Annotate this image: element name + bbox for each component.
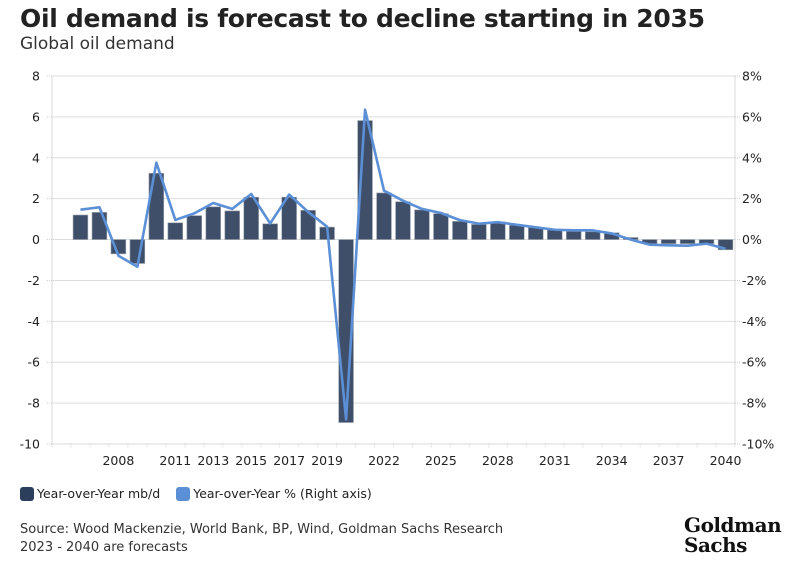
- bar-2024: [414, 209, 430, 240]
- x-tick-label: 2037: [653, 453, 685, 468]
- chart-title: Oil demand is forecast to decline starti…: [20, 4, 705, 33]
- bar-2030: [528, 227, 544, 240]
- bar-2033: [585, 231, 601, 240]
- source-note: Source: Wood Mackenzie, World Bank, BP, …: [20, 521, 503, 557]
- y-tick-label: -4: [28, 314, 41, 329]
- y-tick-label: -10: [20, 437, 40, 452]
- y-tick-label: 2: [32, 191, 40, 206]
- legend: Year-over-Year mb/d Year-over-Year % (Ri…: [20, 486, 388, 501]
- source-text: Source: Wood Mackenzie, World Bank, BP, …: [20, 522, 504, 537]
- y-tick-label: 0: [32, 232, 40, 247]
- bar-2011: [167, 222, 184, 240]
- bar-2028: [490, 221, 506, 240]
- line-series: [80, 108, 726, 421]
- x-tick-label: 2017: [273, 453, 305, 468]
- bar-2029: [509, 224, 525, 240]
- x-tick-label: 2019: [311, 453, 343, 468]
- bar-2016: [262, 223, 278, 240]
- goldman-sachs-logo: Goldman Sachs: [684, 513, 782, 557]
- legend-item-pct[interactable]: Year-over-Year % (Right axis): [176, 486, 372, 501]
- bar-2006: [72, 214, 89, 240]
- y2-tick-label: -2%: [742, 273, 766, 288]
- bar-2027: [471, 224, 487, 240]
- y2-tick-label: -6%: [742, 355, 766, 370]
- bar-2017: [281, 196, 297, 240]
- logo-line-1: Goldman: [684, 513, 782, 537]
- x-tick-label: 2031: [539, 453, 571, 468]
- logo-line-2: Sachs: [684, 533, 747, 557]
- y-tick-label: -6: [28, 355, 41, 370]
- chart-canvas: 8 6 4 2 0 -2 -4 -6 -8 -10 8% 6% 4% 2% 0% -2% -4% -6% -8% -…: [20, 69, 775, 469]
- y2-tick-label: 8%: [742, 69, 762, 84]
- y-tick-label: -8: [28, 396, 41, 411]
- chart-subtitle: Global oil demand: [20, 34, 175, 54]
- y-tick-label: -2: [28, 273, 40, 288]
- y2-tick-label: -10%: [742, 437, 774, 452]
- bar-2013: [205, 206, 221, 240]
- y2-tick-label: 0%: [742, 232, 762, 247]
- bar-2038: [679, 239, 696, 244]
- bar-2022: [376, 192, 392, 240]
- x-tick-label: 2034: [596, 453, 628, 468]
- bar-2015: [243, 196, 259, 240]
- bar-2010: [148, 173, 165, 240]
- forecast-note: 2023 - 2040 are forecasts: [20, 540, 188, 555]
- left-axis-ticks: 8 6 4 2 0 -2 -4 -6 -8 -10: [20, 69, 40, 452]
- y2-tick-label: 6%: [742, 109, 762, 124]
- x-tick-label: 2025: [425, 453, 457, 468]
- bar-2014: [224, 210, 240, 240]
- bar-2023: [395, 201, 411, 240]
- y2-tick-label: 4%: [742, 150, 762, 165]
- bar-series: [72, 120, 734, 423]
- bar-2032: [566, 231, 582, 240]
- bar-2040: [717, 239, 734, 251]
- gridlines: [47, 75, 740, 445]
- bar-2026: [452, 221, 468, 240]
- legend-label: Year-over-Year mb/d: [37, 486, 161, 501]
- x-tick-label: 2022: [368, 453, 400, 468]
- y-tick-label: 8: [32, 69, 40, 84]
- x-tick-label: 2028: [482, 453, 514, 468]
- x-tick-label: 2011: [159, 453, 191, 468]
- x-tick-label: 2008: [102, 453, 134, 468]
- bar-2025: [433, 213, 449, 240]
- y2-tick-label: -4%: [742, 314, 766, 329]
- y2-tick-label: 2%: [742, 191, 762, 206]
- yoy-pct-line: [80, 108, 726, 421]
- bar-2031: [547, 229, 563, 240]
- x-tick-label: 2015: [235, 453, 267, 468]
- y2-tick-label: -8%: [742, 396, 766, 411]
- x-axis-ticks: 2008 2011 2013 2015 2017 2019 2022 2025 2028 2031…: [102, 453, 741, 468]
- bar-2012: [186, 215, 202, 240]
- legend-item-mbd[interactable]: Year-over-Year mb/d: [20, 486, 160, 501]
- right-axis-ticks: 8% 6% 4% 2% 0% -2% -4% -6% -8% -10%: [742, 69, 774, 452]
- bar-2007: [91, 212, 108, 240]
- x-tick-label: 2040: [710, 453, 742, 468]
- legend-label: Year-over-Year % (Right axis): [193, 486, 372, 501]
- bar-2037: [660, 239, 677, 244]
- y-tick-label: 6: [32, 109, 40, 124]
- axes: [51, 76, 736, 448]
- x-tick-label: 2013: [197, 453, 229, 468]
- legend-swatch-bar: [20, 486, 34, 501]
- y-tick-label: 4: [32, 150, 40, 165]
- legend-swatch-line: [176, 486, 191, 501]
